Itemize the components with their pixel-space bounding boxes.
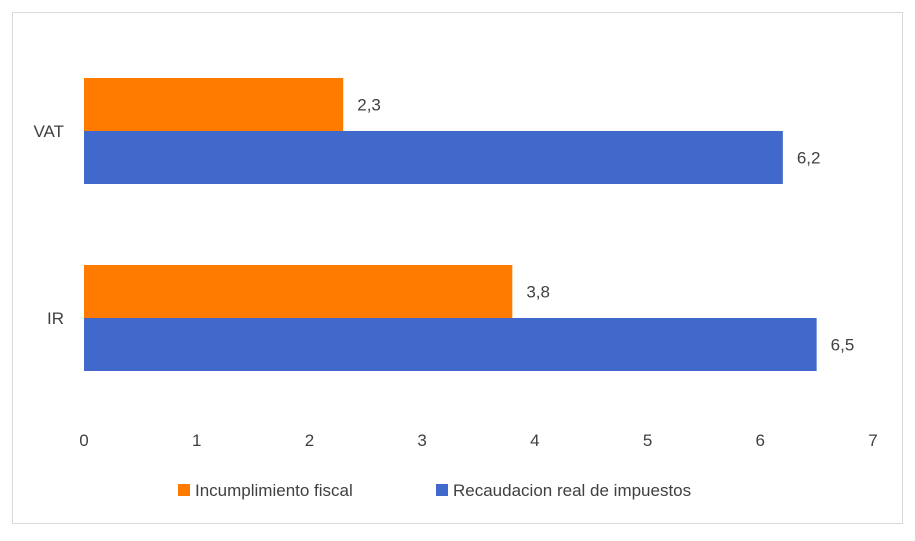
legend-item-incumplimiento: Incumplimiento fiscal (178, 481, 353, 500)
legend-swatch (436, 484, 448, 496)
x-tick-label: 5 (643, 431, 652, 450)
bar-incumplimiento-vat (84, 78, 344, 131)
legend-label: Incumplimiento fiscal (195, 481, 353, 500)
x-tick-label: 4 (530, 431, 539, 450)
bar-recaudacion-vat (84, 131, 783, 184)
x-tick-label: 1 (192, 431, 201, 450)
x-tick-label: 0 (79, 431, 88, 450)
legend-swatch (178, 484, 190, 496)
data-label: 6,2 (797, 149, 821, 168)
x-tick-label: 2 (305, 431, 314, 450)
legend-item-recaudacion: Recaudacion real de impuestos (436, 481, 691, 500)
x-tick-label: 7 (868, 431, 877, 450)
legend-label: Recaudacion real de impuestos (453, 481, 691, 500)
x-tick-label: 6 (756, 431, 765, 450)
data-label: 3,8 (526, 283, 550, 302)
category-label-vat: VAT (33, 122, 64, 141)
bar-incumplimiento-ir (84, 265, 513, 318)
category-label-ir: IR (47, 309, 64, 328)
bar-recaudacion-ir (84, 318, 817, 371)
x-tick-label: 3 (417, 431, 426, 450)
data-label: 6,5 (831, 336, 855, 355)
data-label: 2,3 (357, 96, 381, 115)
